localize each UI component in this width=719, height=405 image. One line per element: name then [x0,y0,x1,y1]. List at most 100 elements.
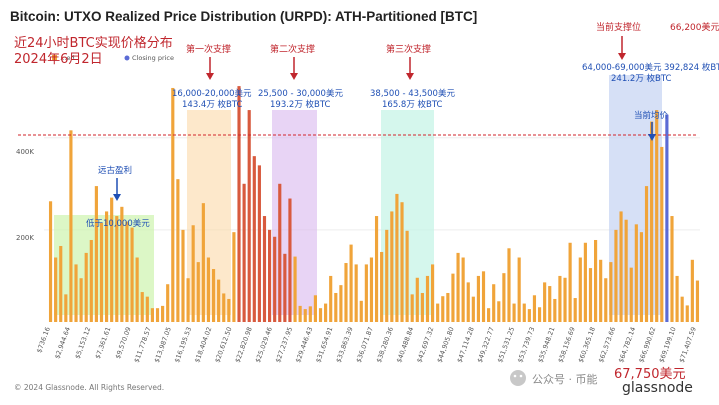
bar [451,273,455,323]
bar [619,211,623,322]
bar [54,257,58,322]
bar [583,242,587,322]
bar [599,259,603,322]
y-tick-200k: 200K [16,234,34,242]
bar [685,305,689,322]
bar [181,229,185,322]
x-tick-label: $36,071.87 [355,326,375,364]
bar [441,296,445,322]
bar [425,275,430,322]
support-1-annotation: 第一次支撑 16,000-20,000美元 143.4万 枚BTC [172,43,252,110]
bar [211,269,216,322]
x-tick-label: $71,407.59 [678,326,698,364]
bar [145,296,149,322]
legend-swatch-series [52,55,57,60]
bar [395,193,399,322]
avg-price-label: 当前均价 [634,110,669,121]
bar [543,282,547,322]
bar [369,257,374,322]
bar [120,206,124,322]
bar [487,308,491,322]
bar [130,227,134,322]
bar [415,277,419,322]
support-1-arrow-head [206,73,214,80]
bar [670,216,674,322]
avg-price-arrow-head [648,134,656,141]
bar [196,262,200,322]
x-tick-label: $25,029.46 [254,326,274,364]
support-1-range: 16,000-20,000美元 [172,88,252,99]
top-right-amount: 392,824 枚BTC [664,62,719,73]
bar [293,256,297,322]
bar [257,165,261,322]
bar [614,229,618,322]
x-tick-label: $7,361.61 [94,326,113,360]
support-3-amount: 165.8万 枚BTC [382,99,443,110]
support-2-label: 第二次支撑 [270,43,315,55]
support-2-annotation: 第二次支撑 25,500 - 30,000美元 193.2万 枚BTC [258,43,343,110]
bar [690,259,694,322]
below-10k-label: 低于10,000美元 [86,218,150,229]
x-tick-label: $47,114.28 [456,326,476,364]
bar [476,275,480,322]
bar [400,202,404,322]
x-tick-label: $13,987.05 [153,326,173,364]
current-price-label: 67,750美元 [614,367,686,382]
x-tick-label: $11,778.57 [133,326,153,364]
chart-title: Bitcoin: UTXO Realized Price Distributio… [10,9,477,24]
bar [206,257,211,322]
bar [532,295,537,322]
bar [573,298,577,322]
bar [318,308,323,322]
bar [252,156,256,322]
bar [64,294,68,322]
bar [563,277,567,322]
bar [273,236,277,322]
bar [171,87,175,323]
bar [84,252,88,322]
bar [578,257,582,322]
x-tick-label: $42,697.32 [415,326,435,364]
support-3-arrow-head [406,73,414,80]
bar [639,232,643,322]
bar [59,245,63,322]
bar [201,203,205,322]
bar [502,273,506,322]
bar [278,183,282,322]
x-tick-label: $18,404.02 [193,326,213,364]
x-tick-label: $62,573.66 [597,326,617,364]
x-tick-label: $44,905.80 [435,326,455,364]
x-tick-label: $38,280.36 [375,326,395,364]
copyright: © 2024 Glassnode. All Rights Reserved. [14,383,164,392]
x-tick-label: $64,782.14 [617,326,637,364]
support-1-amount: 143.4万 枚BTC [182,99,243,110]
bar [283,253,287,322]
bar [227,298,231,322]
support-2-arrow-head [290,73,298,80]
x-tick-label: $40,488.84 [395,326,415,364]
bar [553,298,557,322]
bar [507,248,511,322]
bar [155,308,160,322]
bar [94,186,98,322]
current-support-amount: 241.2万 枚BTC [611,73,672,84]
x-tick-label: $69,199.10 [657,326,677,364]
bar [359,300,363,322]
bar [349,244,353,322]
bar [466,282,470,322]
legend-swatch-closing [124,55,130,61]
x-tick-label: $27,237.95 [274,326,294,364]
bar [650,121,654,322]
bar [115,216,119,322]
bar [79,278,83,322]
bar [446,292,450,322]
bar [339,285,343,322]
legend: …ed Closing price [52,54,174,62]
bar [324,303,328,322]
overlay-title-line1: 近24小时BTC实现价格分布 [14,35,173,51]
bar [374,216,379,322]
bar [247,110,251,322]
bar [242,183,246,322]
bar [222,293,226,322]
bar [695,280,700,322]
